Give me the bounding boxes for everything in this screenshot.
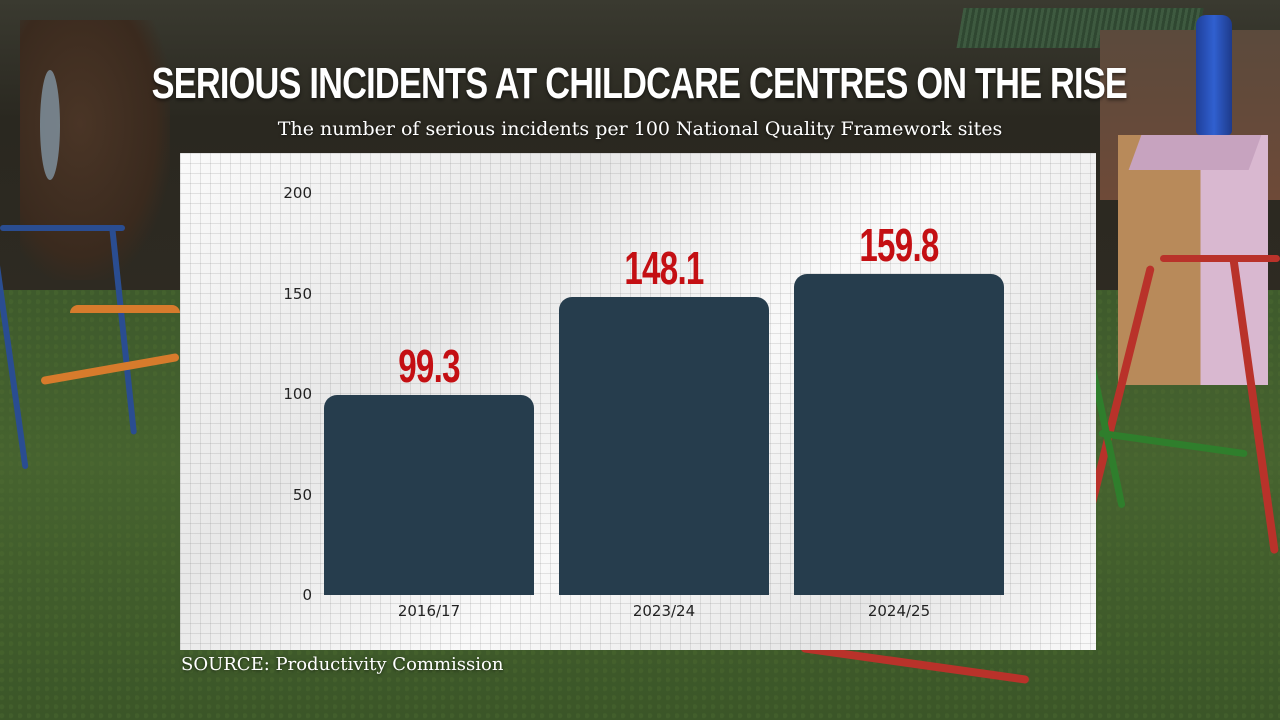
bar-2023-24 <box>559 297 769 595</box>
y-tick-100: 100 <box>283 385 312 403</box>
value-label-2016-17: 99.3 <box>398 340 460 393</box>
y-tick-200: 200 <box>283 184 312 202</box>
bar-2024-25 <box>794 273 1004 595</box>
x-tick-2023-24: 2023/24 <box>632 602 696 620</box>
chart-title: SERIOUS INCIDENTS AT CHILDCARE CENTRES O… <box>151 59 1128 108</box>
red-frame-bar <box>1160 255 1280 262</box>
source-note: SOURCE: Productivity Commission <box>181 654 504 675</box>
mural-sky <box>40 70 60 180</box>
y-tick-0: 0 <box>302 586 312 604</box>
y-tick-50: 50 <box>292 485 312 504</box>
value-label-2023-24: 148.1 <box>624 242 704 295</box>
chart-panel: 0 50 100 150 200 99.3 148.1 159.8 2016/1… <box>180 153 1096 650</box>
rocker-bar <box>70 305 180 313</box>
bar-2016-17 <box>324 395 534 595</box>
climbing-frame-bar <box>0 225 125 231</box>
x-tick-2024-25: 2024/25 <box>867 602 931 620</box>
y-tick-150: 150 <box>283 284 312 303</box>
x-tick-2016-17: 2016/17 <box>397 602 461 620</box>
blue-pole <box>1196 15 1232 135</box>
value-label-2024-25: 159.8 <box>859 218 939 271</box>
chart-subtitle: The number of serious incidents per 100 … <box>277 118 1003 140</box>
